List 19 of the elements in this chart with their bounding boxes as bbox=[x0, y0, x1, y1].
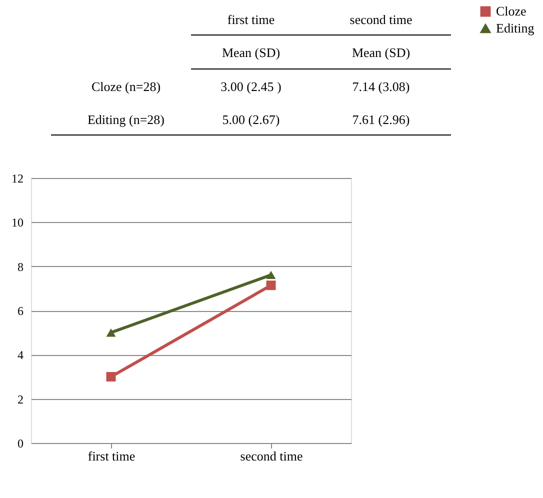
legend-label: Editing bbox=[496, 20, 535, 36]
category-label: second time bbox=[350, 12, 412, 27]
text: Cloze (n=28) bbox=[91, 79, 161, 94]
category-label: first time bbox=[227, 12, 275, 27]
y-tick-label: 6 bbox=[18, 304, 24, 318]
text: 3.00 (2.45 ) bbox=[220, 79, 282, 94]
text: 7.14 (3.08) bbox=[352, 79, 410, 94]
text: 5.00 (2.67) bbox=[222, 112, 280, 127]
y-tick-label: 12 bbox=[12, 172, 24, 186]
text: Editing (n=28) bbox=[87, 112, 165, 127]
y-tick-label: 10 bbox=[12, 216, 24, 230]
y-tick-label: 2 bbox=[18, 392, 24, 406]
y-tick-label: 8 bbox=[18, 260, 24, 274]
legend-label: Cloze bbox=[496, 4, 527, 18]
y-tick-label: 0 bbox=[18, 436, 24, 450]
y-tick-label: 4 bbox=[18, 348, 24, 362]
text: 7.61 (2.96) bbox=[352, 112, 410, 127]
text: Mean (SD) bbox=[222, 45, 280, 60]
text: Mean (SD) bbox=[352, 45, 410, 60]
